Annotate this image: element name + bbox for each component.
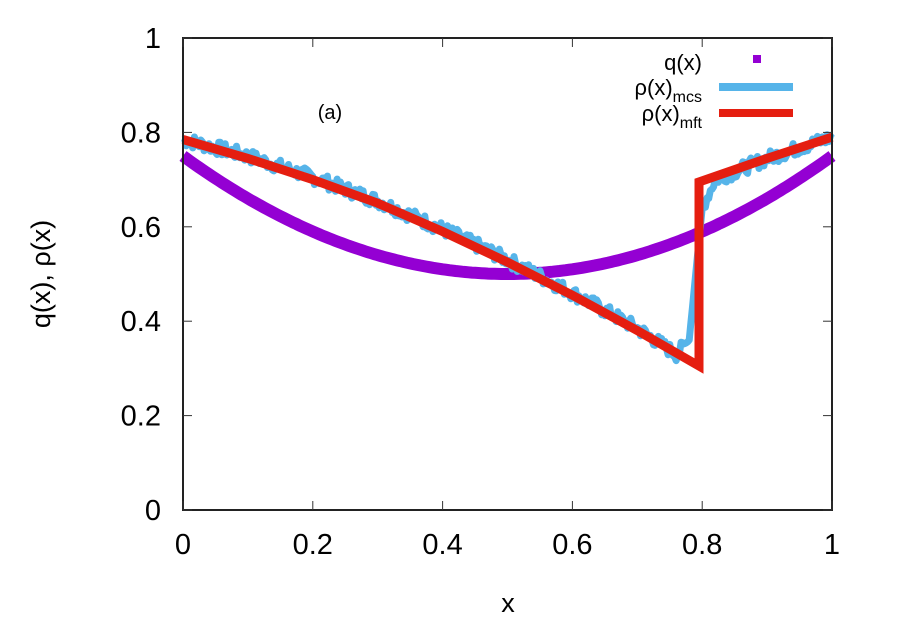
x-tick-label: 1 — [824, 529, 840, 561]
series-mft — [181, 132, 834, 374]
legend-swatch-mft — [719, 109, 793, 117]
axis-tick-labels: 0 0.2 0.4 0.6 0.8 1 0 0.2 0.4 0.6 0.8 1 — [121, 23, 840, 561]
x-axis-label: x — [501, 588, 515, 618]
legend-entry-q: q(x) — [664, 50, 761, 75]
y-tick-label: 0.4 — [121, 306, 161, 338]
y-tick-label: 1 — [145, 23, 161, 55]
x-tick-label: 0.6 — [552, 529, 592, 561]
legend-swatch-mcs — [719, 83, 793, 91]
y-axis-label: q(x), ρ(x) — [26, 220, 56, 328]
x-tick-label: 0 — [175, 529, 191, 561]
x-tick-label: 0.4 — [422, 529, 462, 561]
axis-ticks — [182, 37, 833, 511]
y-tick-label: 0.8 — [121, 117, 161, 149]
legend-entry-mcs: ρ(x)mcs — [635, 75, 793, 106]
legend-entry-mft: ρ(x)mft — [642, 101, 793, 132]
legend-label-mcs: ρ(x)mcs — [635, 75, 703, 106]
x-tick-label: 0.2 — [293, 529, 333, 561]
series-q — [179, 151, 836, 280]
legend-swatch-q — [753, 55, 761, 63]
plot-area — [179, 131, 836, 374]
legend: q(x) ρ(x)mcs ρ(x)mft — [635, 50, 793, 132]
y-tick-label: 0.6 — [121, 212, 161, 244]
y-tick-label: 0.2 — [121, 401, 161, 433]
legend-label-mft: ρ(x)mft — [642, 101, 703, 132]
legend-label-q: q(x) — [664, 50, 702, 75]
panel-annotation: (a) — [318, 102, 342, 124]
y-tick-label: 0 — [145, 495, 161, 527]
plot-frame — [182, 37, 833, 511]
x-tick-label: 0.8 — [682, 529, 722, 561]
